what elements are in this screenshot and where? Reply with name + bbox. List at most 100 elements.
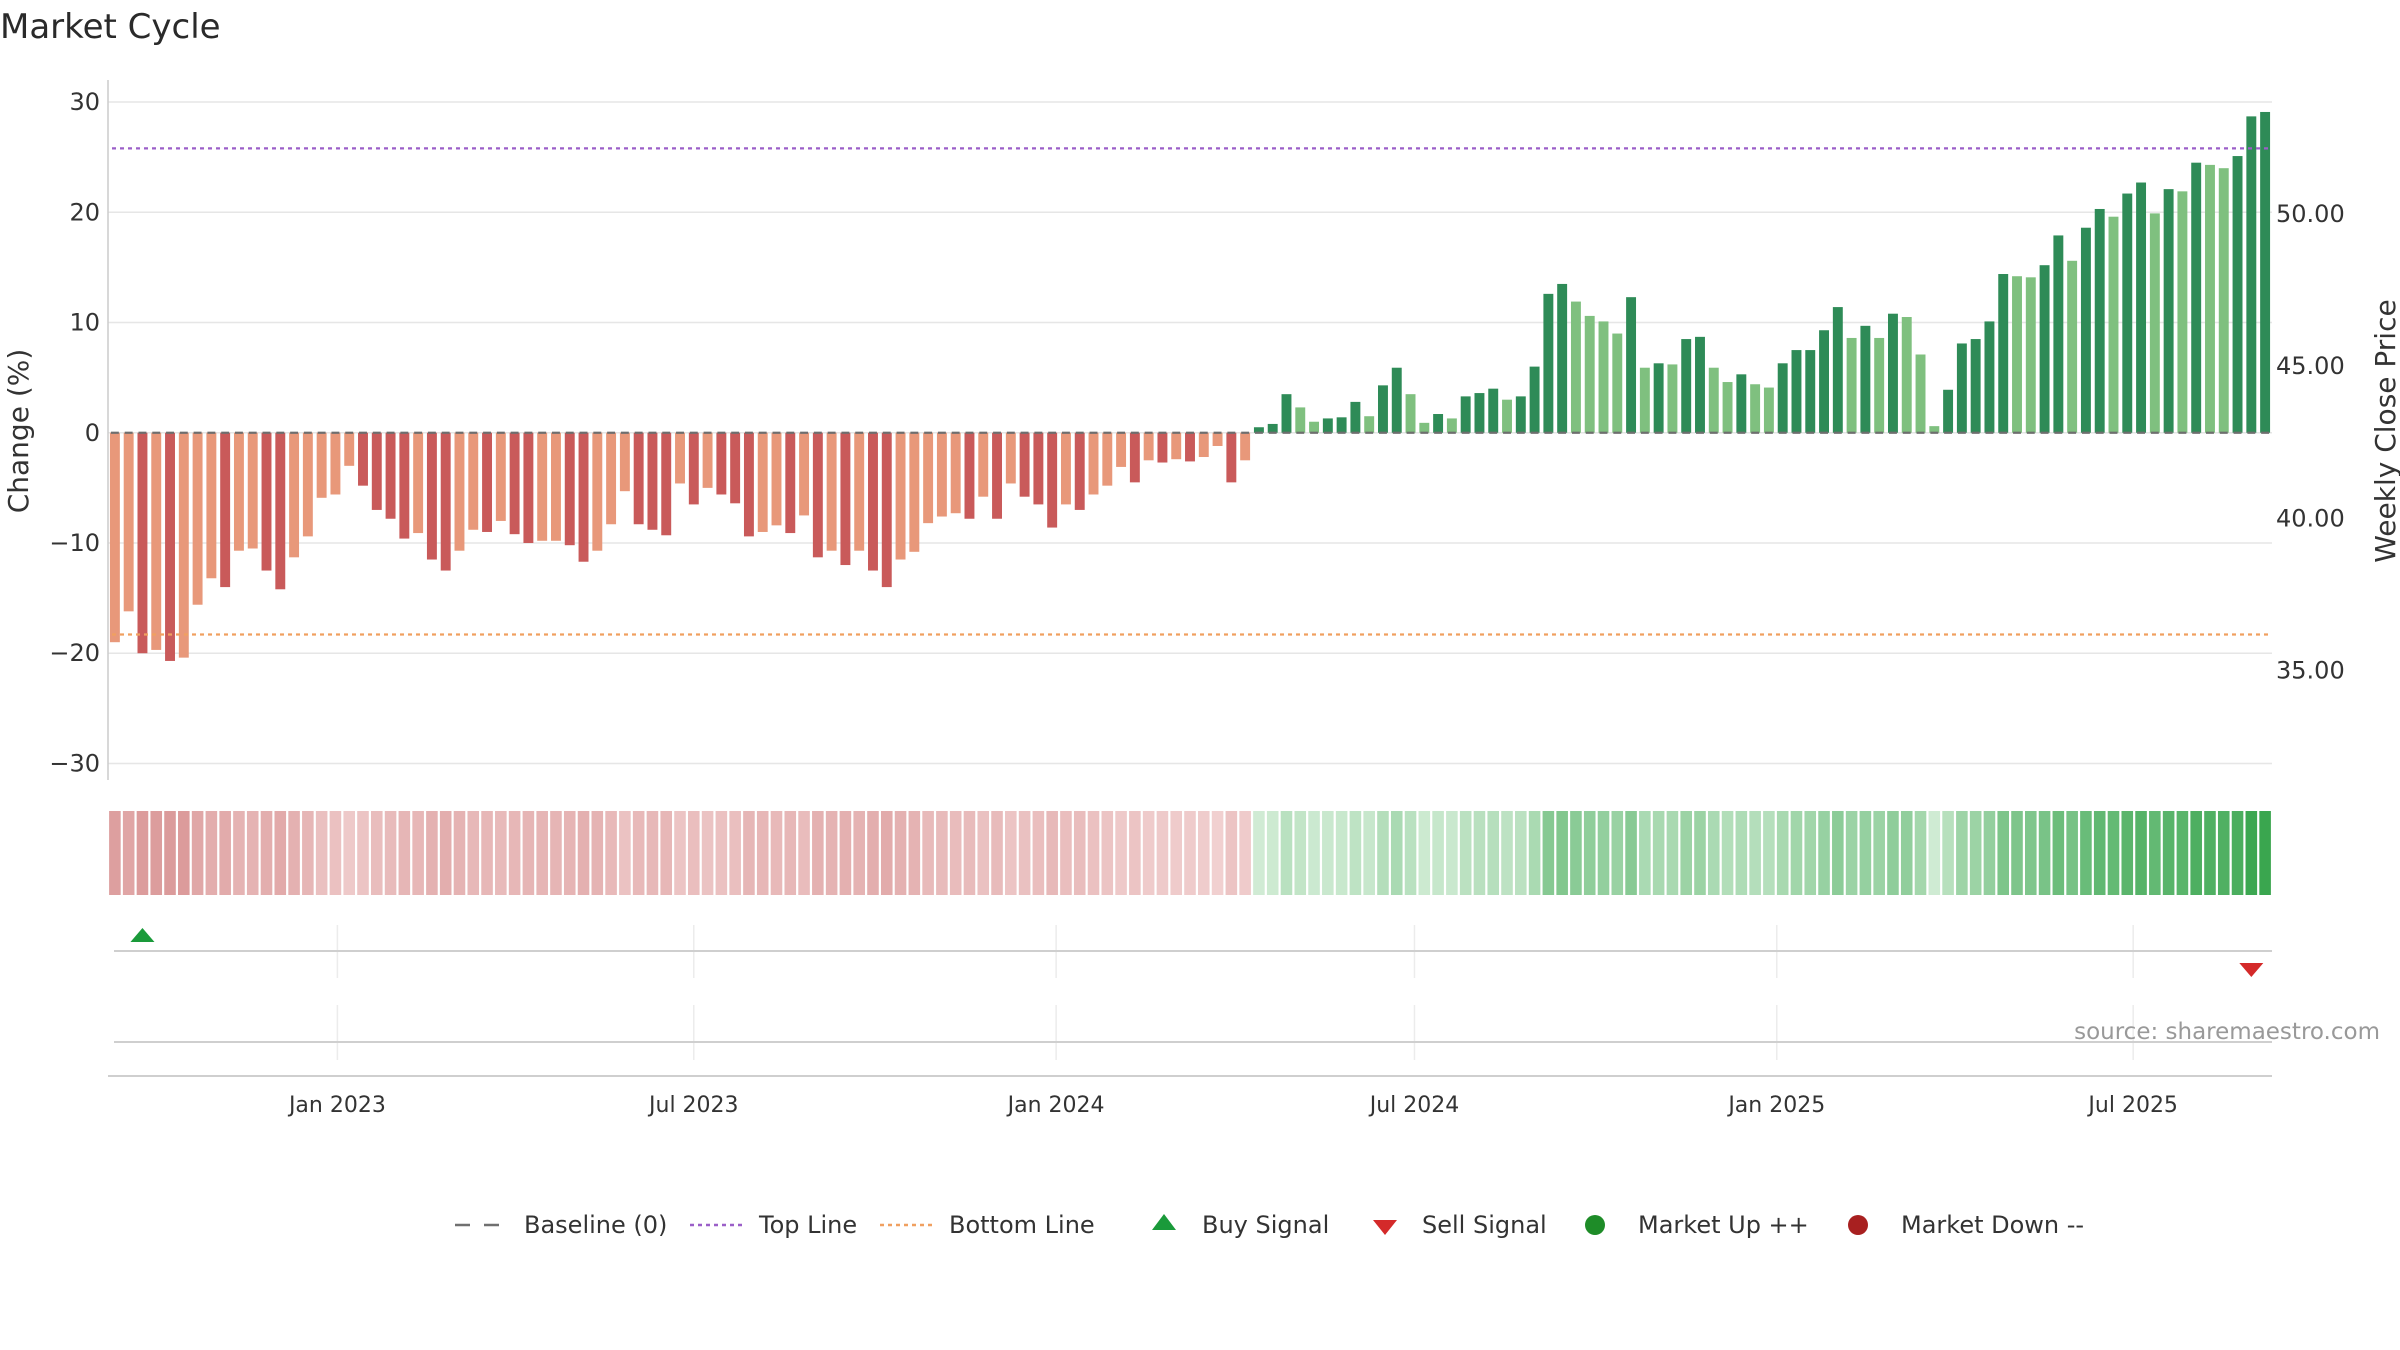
change-bar (661, 432, 672, 536)
change-bar (2136, 182, 2147, 433)
change-bar (1681, 339, 1692, 433)
heatmap-cell (2052, 811, 2065, 895)
heatmap-cell (1969, 811, 1982, 895)
heatmap-cell (2011, 811, 2023, 895)
change-bar (2232, 156, 2243, 433)
change-bar (495, 432, 506, 521)
heatmap-cell (1887, 811, 1899, 895)
change-bar (1391, 367, 1402, 433)
heatmap-cell (908, 811, 921, 895)
legend-item: Market Down -- (1848, 1211, 2084, 1239)
legend-item: Bottom Line (880, 1211, 1095, 1239)
change-bar (675, 432, 685, 484)
y-left-tick-label: 10 (69, 309, 100, 337)
heatmap-cell (756, 811, 769, 895)
heatmap-cell (453, 811, 466, 895)
change-bar (978, 432, 989, 497)
heatmap-cell (1845, 811, 1858, 895)
legend-label: Baseline (0) (524, 1211, 667, 1239)
change-bar (1570, 301, 1581, 433)
change-bar (1405, 394, 1416, 433)
heatmap-cell (1556, 811, 1568, 895)
change-bar (840, 432, 851, 566)
heatmap-cell (1583, 811, 1596, 895)
legend-swatch-circle-icon (1585, 1215, 1605, 1235)
change-bar (2025, 277, 2036, 433)
heatmap-cell (743, 811, 755, 895)
change-bar (1901, 317, 1912, 433)
heatmap-cell (1459, 811, 1472, 895)
heatmap-cell (1129, 811, 1141, 895)
heatmap-cell (619, 811, 631, 895)
change-bar (1860, 325, 1871, 433)
change-bar (1543, 293, 1554, 433)
change-bar (1956, 343, 1967, 433)
heatmap-cell (1211, 811, 1224, 895)
change-bar (289, 432, 300, 558)
x-tick-label: Jul 2025 (2086, 1093, 2178, 1118)
heatmap-cell (550, 811, 562, 895)
change-bar (1460, 396, 1471, 433)
legend: Baseline (0) Top Line Bottom Line Buy Signa… (455, 1211, 2084, 1239)
heatmap-cell (2121, 811, 2134, 895)
change-bar (1088, 432, 1099, 495)
heatmap-cell (1101, 811, 1114, 895)
change-bar (2246, 116, 2257, 433)
change-bar (192, 432, 203, 605)
change-bar (2067, 260, 2078, 433)
change-bar (1653, 363, 1664, 433)
heatmap-cell (2038, 811, 2051, 895)
heatmap-cell (812, 811, 824, 895)
heatmap-cell (1914, 811, 1927, 895)
heatmap-cell (1266, 811, 1279, 895)
y-axis-left-label: Change (%) (2, 349, 35, 514)
heatmap-cell (1873, 811, 1885, 895)
heatmap-cell (632, 811, 645, 895)
change-bar (1309, 421, 1320, 433)
heatmap-cell (894, 811, 907, 895)
change-bar (881, 432, 892, 588)
heatmap-cell (1639, 811, 1651, 895)
heatmap-cell (1776, 811, 1789, 895)
heatmap-cell (467, 811, 480, 895)
heatmap-cell (1073, 811, 1086, 895)
heatmap-cell (288, 811, 300, 895)
heatmap-cell (2025, 811, 2037, 895)
change-bar (1419, 422, 1430, 433)
heatmap-cell (591, 811, 604, 895)
heatmap-cell (2080, 811, 2092, 895)
heatmap-cell (1363, 811, 1375, 895)
heatmap-cell (191, 811, 204, 895)
change-bar (2122, 193, 2133, 433)
change-bar (1626, 297, 1637, 433)
change-bar (1874, 337, 1885, 433)
heatmap-cell (1818, 811, 1830, 895)
change-bar (537, 432, 548, 541)
change-bar (895, 432, 906, 560)
heatmap-cell (1570, 811, 1582, 895)
heatmap-cell (1707, 811, 1720, 895)
change-bar (909, 432, 920, 552)
change-bar (1116, 432, 1127, 467)
change-bar (1887, 313, 1898, 433)
change-bar (578, 432, 589, 562)
bars-layer (109, 111, 2271, 661)
change-bar (2149, 213, 2160, 433)
heatmap-cell (1156, 811, 1169, 895)
heatmap-cell (963, 811, 976, 895)
heatmap-cell (1983, 811, 1996, 895)
change-bar (868, 432, 878, 571)
heatmap-cell (315, 811, 328, 895)
change-bar (1943, 389, 1954, 433)
heatmap-cell (1611, 811, 1624, 895)
heatmap-cell (1018, 811, 1031, 895)
heatmap-cell (715, 811, 728, 895)
change-bar (220, 432, 231, 588)
heatmap-cell (1625, 811, 1637, 895)
change-bar (371, 432, 382, 510)
y-right-tick-label: 50.00 (2276, 200, 2345, 228)
change-bar (1240, 432, 1251, 461)
heatmap-cell (2190, 811, 2202, 895)
x-tick-label: Jul 2023 (647, 1093, 739, 1118)
